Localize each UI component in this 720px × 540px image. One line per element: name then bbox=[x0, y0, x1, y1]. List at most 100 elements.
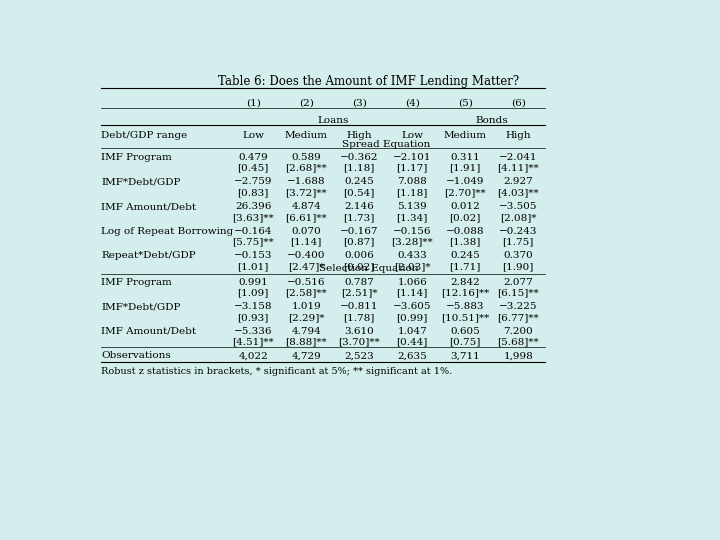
Text: 4,729: 4,729 bbox=[292, 352, 321, 360]
Text: 2,635: 2,635 bbox=[397, 352, 427, 360]
Text: −2.041: −2.041 bbox=[499, 153, 538, 162]
Text: [1.14]: [1.14] bbox=[291, 238, 322, 246]
Text: 26.396: 26.396 bbox=[235, 202, 271, 211]
Text: 4.794: 4.794 bbox=[292, 327, 321, 336]
Text: [4.03]**: [4.03]** bbox=[498, 188, 539, 197]
Text: 0.311: 0.311 bbox=[451, 153, 480, 162]
Text: [0.75]: [0.75] bbox=[449, 338, 481, 347]
Text: 0.245: 0.245 bbox=[451, 251, 480, 260]
Text: High: High bbox=[505, 131, 531, 140]
Text: Medium: Medium bbox=[284, 131, 328, 140]
Text: IMF*Debt/GDP: IMF*Debt/GDP bbox=[101, 178, 181, 186]
Text: (5): (5) bbox=[458, 98, 473, 107]
Text: Selection Equation: Selection Equation bbox=[319, 265, 419, 273]
Text: [0.54]: [0.54] bbox=[343, 188, 375, 197]
Text: 3,711: 3,711 bbox=[451, 352, 480, 360]
Text: 0.370: 0.370 bbox=[503, 251, 533, 260]
Text: −0.362: −0.362 bbox=[340, 153, 379, 162]
Text: [2.70]**: [2.70]** bbox=[444, 188, 486, 197]
Text: 7.088: 7.088 bbox=[397, 178, 427, 186]
Text: −0.164: −0.164 bbox=[234, 227, 272, 235]
Text: 2.146: 2.146 bbox=[344, 202, 374, 211]
Text: [1.17]: [1.17] bbox=[397, 164, 428, 173]
Text: 2.077: 2.077 bbox=[503, 278, 533, 287]
Text: 0.991: 0.991 bbox=[238, 278, 268, 287]
Text: [4.11]**: [4.11]** bbox=[498, 164, 539, 173]
Text: −5.883: −5.883 bbox=[446, 302, 485, 311]
Text: −1.049: −1.049 bbox=[446, 178, 485, 186]
Text: −3.158: −3.158 bbox=[234, 302, 272, 311]
Text: [2.08]*: [2.08]* bbox=[500, 213, 536, 222]
Text: −0.243: −0.243 bbox=[499, 227, 538, 235]
Text: [1.09]: [1.09] bbox=[238, 288, 269, 298]
Text: Medium: Medium bbox=[444, 131, 487, 140]
Text: [2.03]*: [2.03]* bbox=[394, 262, 431, 271]
Text: IMF Program: IMF Program bbox=[101, 278, 172, 287]
Text: [5.75]**: [5.75]** bbox=[233, 238, 274, 246]
Text: [2.51]*: [2.51]* bbox=[341, 288, 377, 298]
Text: −0.167: −0.167 bbox=[340, 227, 379, 235]
Text: [3.28]**: [3.28]** bbox=[392, 238, 433, 246]
Text: 2.927: 2.927 bbox=[503, 178, 533, 186]
Text: Observations: Observations bbox=[101, 352, 171, 360]
Text: [1.78]: [1.78] bbox=[343, 313, 375, 322]
Text: Table 6: Does the Amount of IMF Lending Matter?: Table 6: Does the Amount of IMF Lending … bbox=[218, 75, 520, 88]
Text: 1.066: 1.066 bbox=[397, 278, 427, 287]
Text: (2): (2) bbox=[299, 98, 314, 107]
Text: −2.759: −2.759 bbox=[234, 178, 272, 186]
Text: [1.01]: [1.01] bbox=[238, 262, 269, 271]
Text: −3.505: −3.505 bbox=[499, 202, 538, 211]
Text: 0.070: 0.070 bbox=[292, 227, 321, 235]
Text: [0.45]: [0.45] bbox=[238, 164, 269, 173]
Text: Robust z statistics in brackets, * significant at 5%; ** significant at 1%.: Robust z statistics in brackets, * signi… bbox=[101, 367, 452, 376]
Text: [10.51]**: [10.51]** bbox=[441, 313, 490, 322]
Text: Loans: Loans bbox=[317, 116, 348, 125]
Text: [2.58]**: [2.58]** bbox=[285, 288, 327, 298]
Text: −2.101: −2.101 bbox=[393, 153, 431, 162]
Text: [0.99]: [0.99] bbox=[397, 313, 428, 322]
Text: −3.225: −3.225 bbox=[499, 302, 538, 311]
Text: −3.605: −3.605 bbox=[393, 302, 431, 311]
Text: [6.77]**: [6.77]** bbox=[498, 313, 539, 322]
Text: [0.83]: [0.83] bbox=[238, 188, 269, 197]
Text: −0.811: −0.811 bbox=[340, 302, 379, 311]
Text: IMF*Debt/GDP: IMF*Debt/GDP bbox=[101, 302, 181, 311]
Text: 0.787: 0.787 bbox=[344, 278, 374, 287]
Text: −0.153: −0.153 bbox=[234, 251, 272, 260]
Text: [0.02]: [0.02] bbox=[343, 262, 375, 271]
Text: 4,022: 4,022 bbox=[238, 352, 268, 360]
Text: −1.688: −1.688 bbox=[287, 178, 325, 186]
Text: 0.433: 0.433 bbox=[397, 251, 427, 260]
Text: 1,998: 1,998 bbox=[503, 352, 533, 360]
Text: 3.610: 3.610 bbox=[344, 327, 374, 336]
Text: [3.72]**: [3.72]** bbox=[285, 188, 327, 197]
Text: 7.200: 7.200 bbox=[503, 327, 533, 336]
Text: [1.90]: [1.90] bbox=[503, 262, 534, 271]
Text: [6.15]**: [6.15]** bbox=[498, 288, 539, 298]
Text: [3.70]**: [3.70]** bbox=[338, 338, 380, 347]
Text: (4): (4) bbox=[405, 98, 420, 107]
Text: [12.16]**: [12.16]** bbox=[441, 288, 490, 298]
Text: (6): (6) bbox=[510, 98, 526, 107]
Text: [4.51]**: [4.51]** bbox=[233, 338, 274, 347]
Text: 5.139: 5.139 bbox=[397, 202, 427, 211]
Text: [0.87]: [0.87] bbox=[343, 238, 375, 246]
Text: [2.29]*: [2.29]* bbox=[288, 313, 325, 322]
Text: [1.18]: [1.18] bbox=[397, 188, 428, 197]
Text: 0.605: 0.605 bbox=[451, 327, 480, 336]
Text: 0.479: 0.479 bbox=[238, 153, 268, 162]
Text: [1.75]: [1.75] bbox=[503, 238, 534, 246]
Text: Repeat*Debt/GDP: Repeat*Debt/GDP bbox=[101, 251, 196, 260]
Text: Low: Low bbox=[242, 131, 264, 140]
Text: [0.44]: [0.44] bbox=[397, 338, 428, 347]
Text: [1.14]: [1.14] bbox=[397, 288, 428, 298]
Text: −0.088: −0.088 bbox=[446, 227, 485, 235]
Text: 2.842: 2.842 bbox=[451, 278, 480, 287]
Text: [2.68]**: [2.68]** bbox=[285, 164, 327, 173]
Text: 4.874: 4.874 bbox=[292, 202, 321, 211]
Text: Bonds: Bonds bbox=[475, 116, 508, 125]
Text: [8.88]**: [8.88]** bbox=[285, 338, 327, 347]
Text: −0.400: −0.400 bbox=[287, 251, 325, 260]
Text: [0.93]: [0.93] bbox=[238, 313, 269, 322]
Text: −0.156: −0.156 bbox=[393, 227, 431, 235]
